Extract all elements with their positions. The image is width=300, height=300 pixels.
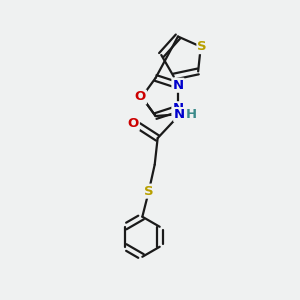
Text: O: O [135, 91, 146, 103]
Text: N: N [174, 108, 185, 121]
Text: S: S [144, 184, 154, 198]
Text: O: O [128, 117, 139, 130]
Text: N: N [172, 102, 184, 115]
Text: N: N [172, 79, 184, 92]
Text: H: H [185, 108, 197, 121]
Text: S: S [197, 40, 207, 53]
